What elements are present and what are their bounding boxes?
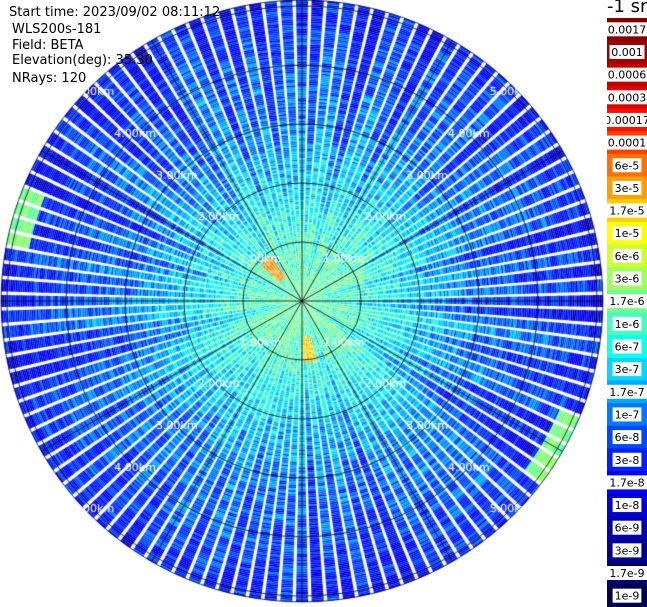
colorbar-label-bg bbox=[607, 135, 647, 150]
colorbar-tick-label: 1.7e-8 bbox=[609, 476, 644, 489]
colorbar-label-bg bbox=[612, 158, 642, 173]
field-label: Field: BETA bbox=[12, 38, 84, 53]
colorbar-tick-label: 3e-7 bbox=[615, 363, 640, 376]
colorbar-tick-label: 1.7e-5 bbox=[609, 205, 644, 218]
start-time-label: Start time: 2023/09/02 08:11:12 bbox=[9, 5, 221, 20]
colorbar-label-bg bbox=[607, 566, 647, 581]
colorbar-tick-label: 0.0003 bbox=[608, 91, 647, 104]
colorbar-label-bg bbox=[612, 543, 642, 558]
colorbar-label-bg bbox=[612, 452, 642, 467]
ppi-plot bbox=[0, 0, 607, 607]
colorbar-tick-label: 1e-6 bbox=[615, 318, 640, 331]
colorbar-label-bg bbox=[607, 67, 647, 82]
colorbar-label-bg bbox=[612, 271, 642, 286]
colorbar-tick-label: 3e-5 bbox=[615, 182, 640, 195]
colorbar-tick-label: 0.00017 bbox=[607, 114, 647, 127]
colorbar-tick-label: 3e-8 bbox=[615, 454, 640, 467]
colorbar-tick-label: 6e-7 bbox=[615, 340, 640, 353]
instrument-label: WLS200s-181 bbox=[12, 22, 102, 37]
colorbar-label-bg bbox=[607, 294, 647, 309]
colorbar-label-bg bbox=[612, 520, 642, 535]
colorbar: 0.0017 0.001 0.0006 0.0003 0.00017 0.0001 6e-5… bbox=[607, 18, 647, 607]
colorbar-tick-label: 1.7e-9 bbox=[609, 567, 644, 580]
colorbar-label-bg bbox=[607, 22, 647, 37]
colorbar-tick-label: 6e-9 bbox=[615, 522, 640, 535]
colorbar-tick-label: 1e-9 bbox=[615, 590, 640, 603]
elevation-label: Elevation(deg): 35.30 bbox=[12, 53, 153, 68]
colorbar-label-bg bbox=[612, 430, 642, 445]
colorbar-tick-label: 6e-5 bbox=[615, 159, 640, 172]
colorbar-label-bg bbox=[607, 112, 647, 127]
colorbar-tick-label: 1.7e-6 bbox=[609, 295, 644, 308]
colorbar-units-title: -1 sr bbox=[607, 0, 647, 17]
colorbar-label-bg bbox=[609, 44, 645, 59]
colorbar-label-bg bbox=[607, 475, 647, 490]
colorbar-label-bg bbox=[612, 362, 642, 377]
colorbar-label-bg bbox=[612, 226, 642, 241]
colorbar-label-bg bbox=[607, 203, 647, 218]
colorbar-label-bg bbox=[612, 588, 642, 603]
colorbar-tick-label: 1e-7 bbox=[615, 408, 640, 421]
colorbar-label-bg bbox=[612, 407, 642, 422]
nrays-label: NRays: 120 bbox=[12, 71, 87, 86]
colorbar-label-bg bbox=[607, 90, 647, 105]
colorbar-tick-label: 1e-5 bbox=[615, 227, 640, 240]
colorbar-tick-label: 0.0017 bbox=[608, 23, 647, 36]
colorbar-label-bg bbox=[612, 316, 642, 331]
colorbar-tick-label: 0.001 bbox=[611, 46, 643, 59]
colorbar-tick-label: 1e-8 bbox=[615, 499, 640, 512]
colorbar-tick-label: 3e-9 bbox=[615, 544, 640, 557]
colorbar-label-bg bbox=[612, 339, 642, 354]
colorbar-tick-label: 6e-6 bbox=[615, 250, 640, 263]
colorbar-label-bg bbox=[607, 384, 647, 399]
colorbar-tick-label: 1.7e-7 bbox=[609, 386, 644, 399]
colorbar-tick-label: 0.0006 bbox=[608, 69, 647, 82]
colorbar-label-bg bbox=[612, 498, 642, 513]
colorbar-tick-label: 0.0001 bbox=[608, 137, 647, 150]
colorbar-label-bg bbox=[612, 248, 642, 263]
colorbar-label-bg bbox=[612, 180, 642, 195]
colorbar-tick-label: 3e-6 bbox=[615, 273, 640, 286]
colorbar-tick-label: 6e-8 bbox=[615, 431, 640, 444]
